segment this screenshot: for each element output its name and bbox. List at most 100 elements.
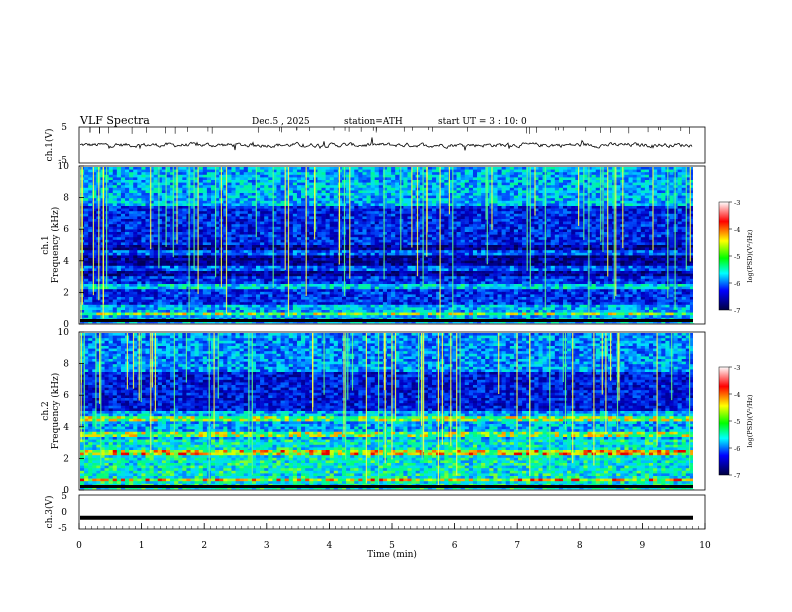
- spectrogram-cell: [575, 185, 580, 189]
- spectrogram-cell: [174, 226, 179, 230]
- spectrogram-cell: [603, 172, 609, 176]
- spectrogram-cell: [272, 182, 277, 186]
- spectrogram-cell: [460, 226, 466, 230]
- spectrogram-cell: [493, 193, 498, 196]
- spectrogram-cell: [591, 208, 597, 212]
- spectrogram-cell: [120, 221, 126, 225]
- spectrogram-cell: [567, 229, 572, 233]
- spectrogram-cell: [108, 172, 114, 176]
- spectrogram-cell: [571, 216, 576, 220]
- spectrogram-cell: [137, 174, 142, 178]
- spectrogram-cell: [661, 177, 666, 181]
- spectrogram-cell: [141, 216, 146, 220]
- spectrogram-cell: [440, 247, 445, 251]
- spectrogram-cell: [333, 232, 339, 235]
- spectrogram-cell: [227, 229, 232, 233]
- spectrogram-cell: [198, 198, 204, 202]
- spectrogram-cell: [182, 237, 187, 241]
- spectrogram-cell: [235, 239, 240, 243]
- spectrogram-cell: [108, 245, 114, 248]
- spectrogram-cell: [456, 180, 461, 183]
- spectrogram-cell: [358, 172, 363, 176]
- spectrogram-cell: [157, 232, 163, 235]
- spectrogram-cell: [644, 229, 650, 233]
- spectrogram-cell: [681, 182, 687, 186]
- spectrogram-cell: [460, 224, 466, 228]
- spectrogram-cell: [313, 250, 318, 254]
- spectrogram-cell: [689, 190, 695, 194]
- spectrogram-cell: [530, 216, 535, 220]
- spectrogram-cell: [550, 172, 556, 176]
- spectrogram-cell: [223, 185, 228, 189]
- spectrogram-cell: [215, 169, 220, 173]
- spectrogram-cell: [509, 226, 515, 230]
- spectrogram-cell: [301, 213, 306, 217]
- spectrogram-cell: [88, 250, 93, 254]
- spectrogram-cell: [84, 226, 89, 230]
- spectrogram-cell: [133, 229, 138, 233]
- spectrogram-cell: [591, 167, 597, 170]
- spectrogram-cell: [382, 247, 388, 251]
- spectrogram-cell: [403, 237, 408, 241]
- spectrogram-cell: [427, 193, 433, 196]
- spectrogram-cell: [350, 219, 355, 222]
- spectrogram-cell: [354, 247, 359, 251]
- spectrogram-cell: [681, 245, 687, 248]
- spectrogram-cell: [190, 229, 195, 233]
- spectrogram-cell: [305, 172, 310, 176]
- spectrogram-cell: [653, 203, 658, 207]
- spectrogram-cell: [198, 195, 204, 199]
- spectrogram-cell: [685, 245, 691, 248]
- spectrogram-cell: [374, 190, 380, 194]
- spectrogram-cell: [636, 198, 642, 202]
- spectrogram-cell: [460, 234, 466, 238]
- spectrogram-cell: [464, 208, 470, 212]
- spectrogram-cell: [247, 177, 253, 181]
- spectrogram-cell: [522, 185, 527, 189]
- spectrogram-cell: [243, 172, 249, 176]
- spectrogram-cell: [444, 229, 449, 233]
- spectrogram-cell: [149, 195, 154, 199]
- spectrogram-cell: [497, 177, 502, 181]
- spectrogram-cell: [399, 185, 404, 189]
- spectrogram-cell: [125, 206, 130, 209]
- spectrogram-cell: [92, 247, 97, 251]
- spectrogram-cell: [628, 221, 633, 225]
- spectrogram-cell: [129, 221, 134, 225]
- spectrogram-cell: [243, 237, 249, 241]
- spectrogram-cell: [636, 180, 642, 183]
- spectrogram-cell: [239, 200, 245, 204]
- spectrogram-cell: [198, 177, 204, 181]
- spectrogram-cell: [210, 177, 216, 181]
- spectrogram-cell: [272, 232, 277, 235]
- spectrogram-cell: [464, 200, 470, 204]
- spectrogram-cell: [624, 247, 629, 251]
- spectrogram-cell: [501, 200, 506, 204]
- spectrogram-cell: [125, 174, 130, 178]
- spectrogram-cell: [174, 180, 179, 183]
- spectrogram-cell: [116, 224, 122, 228]
- spectrogram-cell: [436, 226, 441, 230]
- spectrogram-cell: [276, 177, 281, 181]
- spectrogram-cell: [432, 208, 437, 212]
- spectrogram-cell: [243, 169, 249, 173]
- spectrogram-cell: [579, 206, 584, 209]
- spectrogram-cell: [640, 247, 646, 251]
- spectrogram-cell: [558, 213, 564, 217]
- spectrogram-cell: [575, 232, 580, 235]
- spectrogram-cell: [378, 245, 384, 248]
- spectrogram-cell: [530, 182, 535, 186]
- spectrogram-cell: [456, 193, 461, 196]
- spectrogram-cell: [362, 234, 367, 238]
- spectrogram-cell: [640, 245, 646, 248]
- ch1-waveform-line: [79, 137, 693, 151]
- spectrogram-cell: [661, 224, 666, 228]
- spectrogram-cell: [239, 234, 245, 238]
- spectrogram-cell: [84, 185, 89, 189]
- spectrogram-cell: [145, 193, 150, 196]
- spectrogram-cell: [624, 226, 629, 230]
- spectrogram-cell: [468, 232, 474, 235]
- spectrogram-cell: [464, 167, 470, 170]
- spectrogram-cell: [301, 169, 306, 173]
- spectrogram-cell: [182, 250, 187, 254]
